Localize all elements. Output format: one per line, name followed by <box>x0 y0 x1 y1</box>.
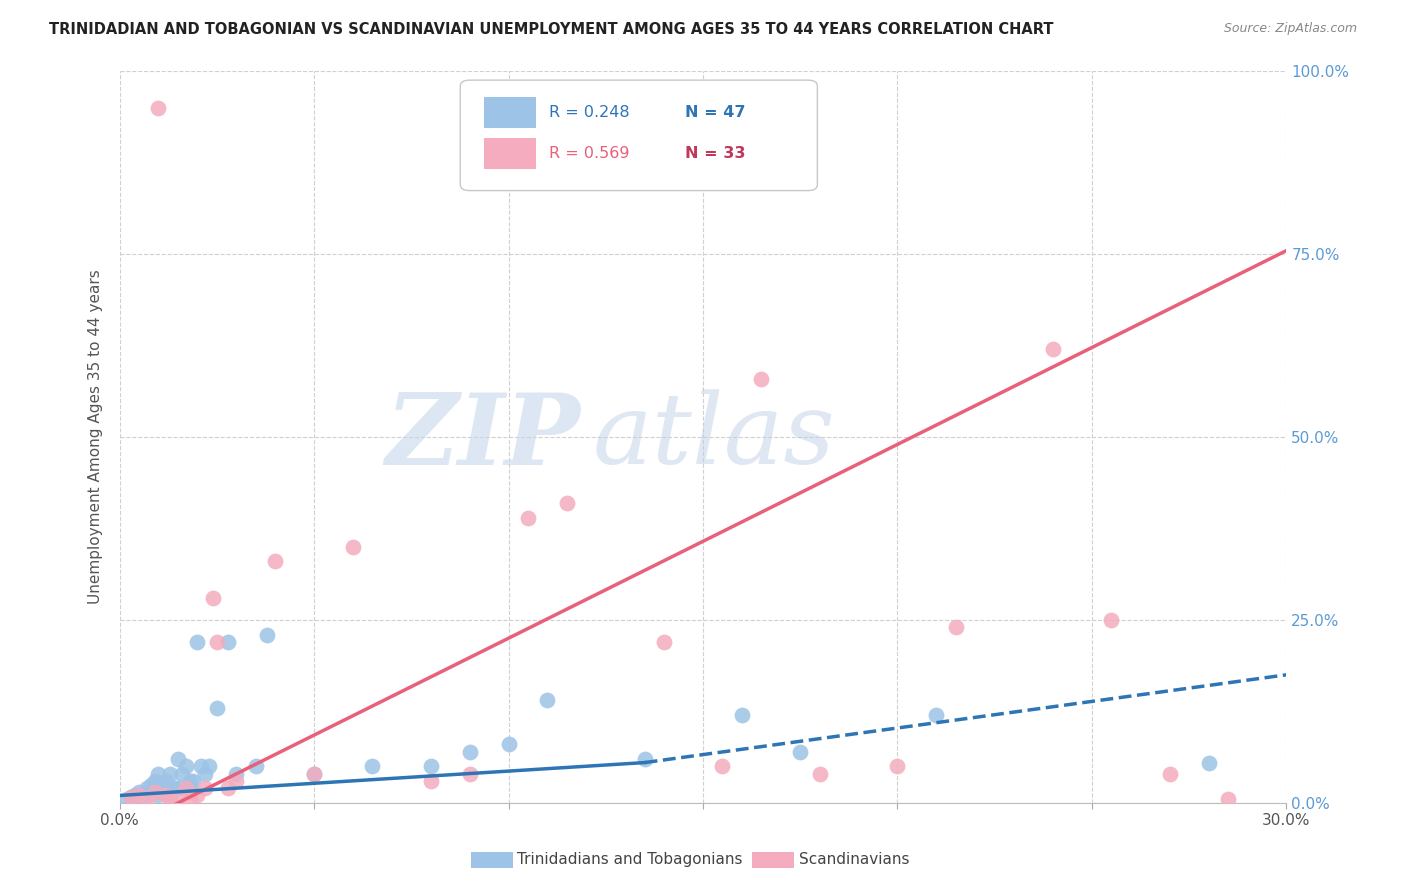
Point <box>302 766 325 780</box>
Point <box>139 778 162 792</box>
Point <box>150 778 173 792</box>
Point <box>186 789 208 803</box>
Y-axis label: Unemployment Among Ages 35 to 44 years: Unemployment Among Ages 35 to 44 years <box>87 269 103 605</box>
Point <box>120 789 142 804</box>
Point <box>150 785 173 799</box>
Text: R = 0.569: R = 0.569 <box>548 145 630 161</box>
Point <box>128 792 150 806</box>
Point <box>148 789 170 803</box>
Point <box>132 789 155 803</box>
Point <box>1198 756 1220 770</box>
Point <box>148 101 170 115</box>
Point <box>194 781 217 796</box>
Point <box>1159 766 1181 780</box>
Point <box>886 759 908 773</box>
Point <box>458 745 481 759</box>
Text: R = 0.248: R = 0.248 <box>548 105 630 120</box>
Point <box>205 635 228 649</box>
Point <box>201 591 224 605</box>
Point <box>711 759 734 773</box>
Point <box>159 792 181 806</box>
Point <box>124 789 146 803</box>
Point <box>139 785 162 799</box>
Point <box>166 781 188 796</box>
Point <box>120 789 142 804</box>
Point <box>190 759 212 773</box>
Point <box>361 759 384 773</box>
Point <box>217 635 239 649</box>
Point <box>751 371 773 385</box>
Point <box>945 620 967 634</box>
Point <box>225 773 247 788</box>
Point <box>245 759 267 773</box>
Point <box>458 766 481 780</box>
Text: atlas: atlas <box>592 390 835 484</box>
Point <box>731 708 754 723</box>
Point <box>198 759 221 773</box>
Point <box>128 789 150 803</box>
Point <box>302 766 325 780</box>
Point <box>517 510 540 524</box>
Text: ZIP: ZIP <box>385 389 581 485</box>
Point <box>135 781 157 796</box>
Point <box>652 635 675 649</box>
Text: TRINIDADIAN AND TOBAGONIAN VS SCANDINAVIAN UNEMPLOYMENT AMONG AGES 35 TO 44 YEAR: TRINIDADIAN AND TOBAGONIAN VS SCANDINAVI… <box>49 22 1053 37</box>
Point <box>225 766 247 780</box>
Point <box>342 540 364 554</box>
Point <box>174 759 197 773</box>
Text: N = 33: N = 33 <box>686 145 747 161</box>
Point <box>264 554 287 568</box>
Point <box>634 752 657 766</box>
Point <box>166 752 188 766</box>
Point <box>179 781 201 796</box>
Point <box>925 708 948 723</box>
Point <box>159 766 181 780</box>
Text: Trinidadians and Tobagonians: Trinidadians and Tobagonians <box>517 853 742 867</box>
Point <box>1099 613 1122 627</box>
Point <box>808 766 831 780</box>
Point <box>1216 792 1240 806</box>
Point <box>159 789 181 803</box>
Point <box>194 766 217 780</box>
Point <box>135 792 157 806</box>
Point <box>128 785 150 799</box>
Point <box>789 745 811 759</box>
Point <box>179 773 201 788</box>
Point <box>183 773 205 788</box>
Point <box>148 766 170 780</box>
Point <box>256 627 278 641</box>
Point <box>498 737 520 751</box>
FancyBboxPatch shape <box>484 138 536 169</box>
Point <box>117 792 139 806</box>
Point <box>163 781 186 796</box>
Text: N = 47: N = 47 <box>686 105 747 120</box>
Point <box>536 693 558 707</box>
Point <box>155 773 177 788</box>
Point <box>419 759 441 773</box>
Point <box>135 789 157 803</box>
Point <box>179 792 201 806</box>
Point <box>166 789 188 804</box>
Point <box>143 773 166 788</box>
Point <box>419 773 441 788</box>
Text: Source: ZipAtlas.com: Source: ZipAtlas.com <box>1223 22 1357 36</box>
Text: Scandinavians: Scandinavians <box>799 853 910 867</box>
Point <box>174 781 197 796</box>
Point <box>186 635 208 649</box>
FancyBboxPatch shape <box>460 80 817 191</box>
Point <box>217 781 239 796</box>
Point <box>1042 343 1064 357</box>
FancyBboxPatch shape <box>484 97 536 128</box>
Point <box>170 766 193 780</box>
Point <box>155 789 177 803</box>
Point <box>205 700 228 714</box>
Point <box>143 785 166 799</box>
Point <box>143 781 166 796</box>
Point <box>555 496 578 510</box>
